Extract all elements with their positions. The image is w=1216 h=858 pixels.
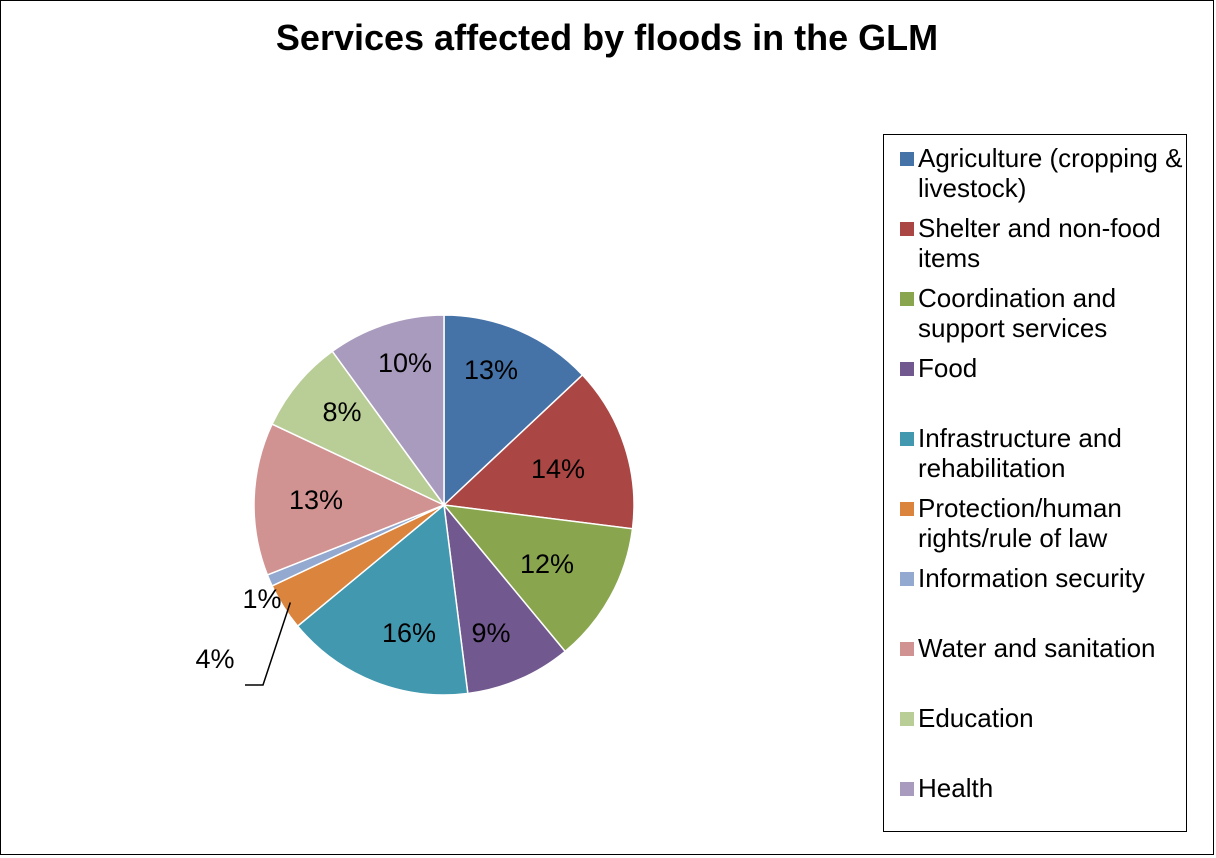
data-label-food: 9% xyxy=(471,618,510,648)
pie-slice-food xyxy=(442,502,567,695)
legend-label: Protection/human rights/rule of law xyxy=(918,493,1122,553)
legend-item-infrastructure-and-rehabilitation: Infrastructure and rehabilitation xyxy=(900,423,1184,483)
legend-item-agriculture-cropping-livestock: Agriculture (cropping & livestock) xyxy=(900,143,1184,203)
data-label-infrastructure-and-rehabilitation: 16% xyxy=(382,618,436,648)
pie-slice-health xyxy=(331,314,445,508)
pie-slice-education xyxy=(271,350,445,506)
legend-label: Education xyxy=(918,703,1034,733)
data-label-health: 10% xyxy=(378,348,432,378)
data-label-information-security: 1% xyxy=(242,584,281,614)
pie-slice-coordination-and-support-services xyxy=(442,504,634,653)
legend-swatch xyxy=(900,292,914,306)
legend-item-information-security: Information security xyxy=(900,563,1184,593)
data-label-coordination-and-support-services: 12% xyxy=(520,549,574,579)
legend-label: Coordination and support services xyxy=(918,283,1117,343)
legend-label: Shelter and non-food items xyxy=(918,213,1161,273)
legend-label: Information security xyxy=(918,563,1145,593)
legend-swatch xyxy=(900,222,914,236)
legend-item-food: Food xyxy=(900,353,1184,383)
pie-chart: 13% 14% 12% 9% 16% 4% 1% 13% 8% 10% xyxy=(195,314,635,696)
legend-swatch xyxy=(900,152,914,166)
pie-slice-agriculture-cropping-livestock xyxy=(443,314,584,507)
pie-slice-water-and-sanitation xyxy=(253,423,446,576)
legend-label: Infrastructure and rehabilitation xyxy=(918,423,1122,483)
legend-label: Water and sanitation xyxy=(918,633,1156,663)
legend-item-protection-human-rights-rule-of-law: Protection/human rights/rule of law xyxy=(900,493,1184,553)
legend-swatch xyxy=(900,572,914,586)
legend-swatch xyxy=(900,502,914,516)
legend-label: Agriculture (cropping & livestock) xyxy=(918,143,1183,203)
data-label-shelter-and-non-food-items: 14% xyxy=(531,454,585,484)
legend-swatch xyxy=(900,362,914,376)
legend-item-coordination-and-support-services: Coordination and support services xyxy=(900,283,1184,343)
legend-label: Health xyxy=(918,773,994,803)
legend-label: Food xyxy=(918,353,978,383)
data-label-agriculture-cropping-livestock: 13% xyxy=(464,355,518,385)
data-label-protection-human-rights-rule-of-law: 4% xyxy=(195,644,234,674)
pie-slice-infrastructure-and-rehabilitation xyxy=(296,503,469,696)
legend-swatch xyxy=(900,782,914,796)
pie-slice-shelter-and-non-food-items xyxy=(442,373,635,530)
legend-item-education: Education xyxy=(900,703,1184,733)
legend-swatch xyxy=(900,642,914,656)
data-label-education: 8% xyxy=(322,397,361,427)
legend-swatch xyxy=(900,432,914,446)
legend-item-shelter-and-non-food-items: Shelter and non-food items xyxy=(900,213,1184,273)
legend-item-water-and-sanitation: Water and sanitation xyxy=(900,633,1184,663)
leader-line xyxy=(245,602,292,686)
chart-title: Services affected by floods in the GLM xyxy=(275,17,939,58)
data-label-water-and-sanitation: 13% xyxy=(289,485,343,515)
legend: Agriculture (cropping & livestock) Shelte… xyxy=(883,134,1187,832)
legend-item-health: Health xyxy=(900,773,1184,803)
legend-swatch xyxy=(900,712,914,726)
